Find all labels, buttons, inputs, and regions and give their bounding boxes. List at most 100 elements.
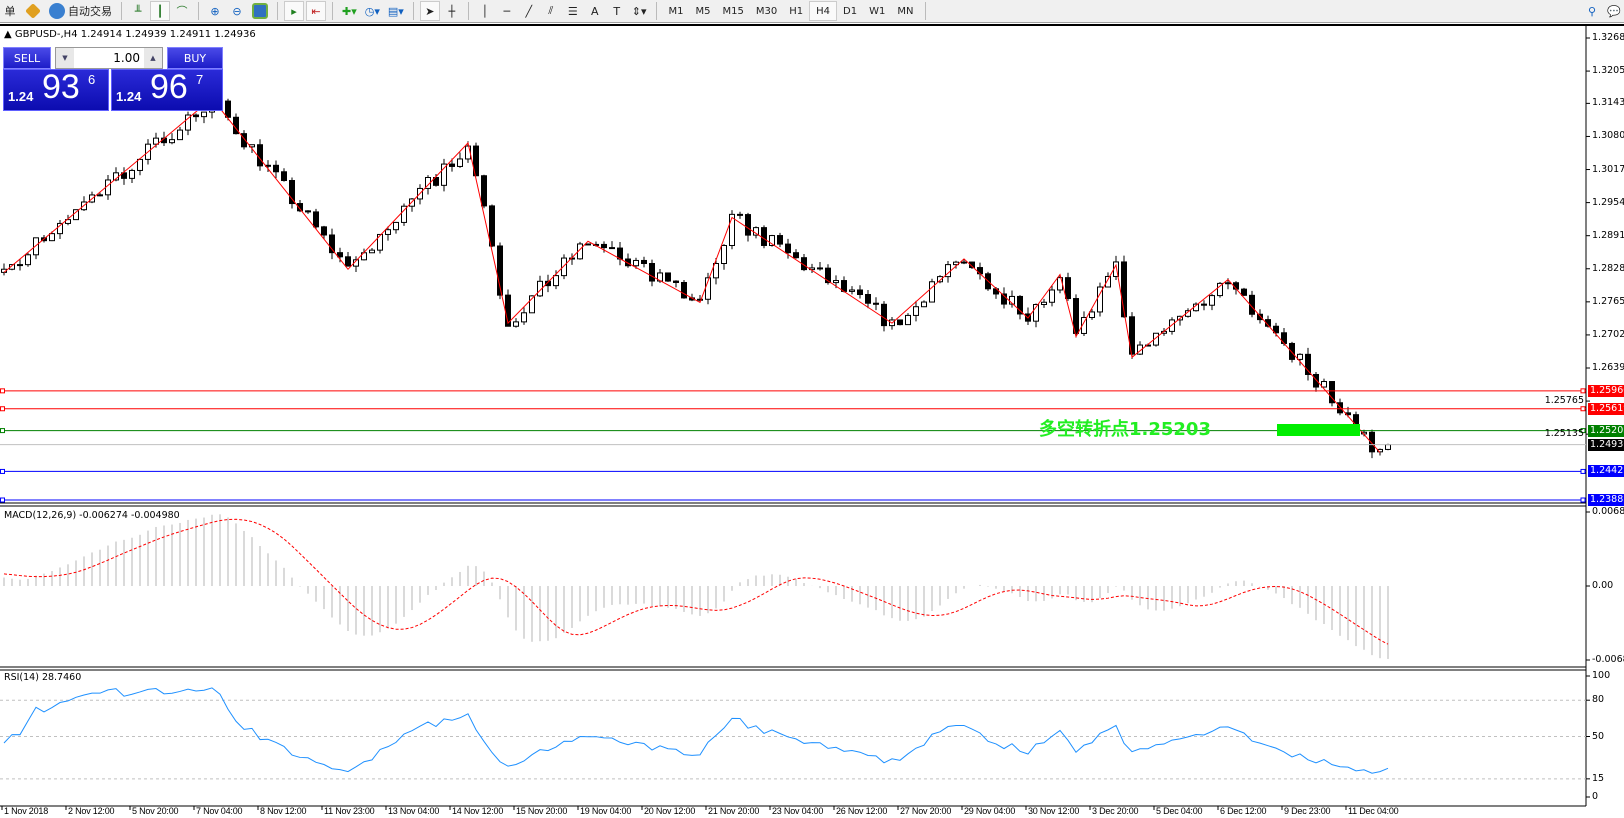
separator bbox=[121, 2, 122, 20]
candle-bear bbox=[1129, 316, 1135, 355]
candle-bull bbox=[921, 301, 927, 308]
candle-bear bbox=[1313, 373, 1319, 388]
zigzag-line bbox=[3, 97, 1381, 453]
candle-bull bbox=[177, 129, 183, 141]
timeframe-mn[interactable]: MN bbox=[897, 5, 914, 17]
level-price-tag: 1.24936 bbox=[1588, 438, 1624, 451]
candle-bear bbox=[673, 280, 679, 283]
date-axis-label: 8 Nov 12:00 bbox=[260, 806, 307, 816]
macd-axis-label: 0.00684 bbox=[1592, 506, 1624, 517]
candle-bull bbox=[961, 261, 967, 264]
arrows-icon[interactable]: ⇕▾ bbox=[631, 4, 647, 18]
buy-label: BUY bbox=[183, 51, 207, 65]
candle-bear bbox=[225, 100, 231, 118]
autoscroll-icon[interactable]: ⇤ bbox=[306, 1, 326, 21]
candle-bear bbox=[857, 289, 863, 295]
buy-price-fraction: 7 bbox=[196, 72, 204, 87]
sell-label: SELL bbox=[13, 51, 41, 65]
new-indicator-icon[interactable]: ✚▾ bbox=[342, 4, 357, 18]
zoom-in-icon[interactable]: ⊕ bbox=[210, 4, 220, 18]
zoom-out-icon[interactable]: ⊖ bbox=[232, 4, 242, 18]
candle-bull bbox=[377, 233, 383, 251]
level-right-handle bbox=[1580, 428, 1586, 434]
autotrade-label: 自动交易 bbox=[68, 5, 112, 18]
candle-bull bbox=[25, 254, 31, 266]
fibo-expansion-icon[interactable]: ⫽ bbox=[548, 4, 554, 17]
candle-bull bbox=[153, 137, 159, 145]
lot-size-input[interactable]: 1.00 bbox=[113, 51, 140, 65]
date-axis-label: 3 Dec 20:00 bbox=[1092, 806, 1139, 816]
search-icon[interactable]: ⚲ bbox=[1587, 4, 1597, 18]
candle-bull bbox=[553, 275, 559, 287]
candle-bear bbox=[1145, 344, 1151, 347]
vertical-line-icon[interactable]: │ bbox=[481, 4, 489, 18]
date-axis-label: 6 Dec 12:00 bbox=[1220, 806, 1267, 816]
trendline-icon[interactable]: ╱ bbox=[525, 4, 533, 18]
timeframe-m15[interactable]: M15 bbox=[722, 5, 744, 17]
templates-icon[interactable]: ▤▾ bbox=[387, 4, 404, 18]
candle-bull bbox=[1097, 286, 1103, 313]
level-left-handle bbox=[0, 468, 5, 474]
candle-bull bbox=[1217, 282, 1223, 297]
candle-bear bbox=[865, 293, 871, 304]
candle-bear bbox=[1273, 325, 1279, 334]
date-axis-label: 29 Nov 04:00 bbox=[964, 806, 1016, 816]
candle-bear bbox=[969, 261, 975, 269]
autotrade-button[interactable]: 自动交易 bbox=[46, 1, 115, 21]
periods-clock-icon[interactable]: ◷▾ bbox=[364, 4, 380, 18]
timeframe-m5[interactable]: M5 bbox=[695, 5, 711, 17]
candle-bear bbox=[289, 180, 295, 205]
turning-point-zone bbox=[1277, 424, 1360, 436]
candle-bull bbox=[1081, 317, 1087, 334]
sell-button[interactable]: SELL bbox=[3, 47, 51, 69]
candle-bull bbox=[201, 111, 207, 118]
collapse-arrow-icon[interactable]: ▲ bbox=[4, 29, 15, 40]
horizontal-line-icon[interactable]: ─ bbox=[503, 4, 511, 18]
cursor-icon[interactable]: ➤ bbox=[419, 1, 440, 21]
separator bbox=[467, 2, 469, 20]
candle-bull bbox=[169, 139, 175, 144]
text-icon[interactable]: A bbox=[591, 4, 599, 18]
buy-button[interactable]: BUY bbox=[167, 47, 223, 69]
candle-bear bbox=[481, 175, 487, 207]
candle-bear bbox=[897, 319, 903, 326]
lot-increase-button[interactable]: ▲ bbox=[144, 48, 162, 68]
timeframe-w1[interactable]: W1 bbox=[869, 5, 886, 17]
line-chart-icon[interactable]: ⌒ bbox=[176, 5, 188, 18]
buy-price-button[interactable]: 1.24 96 7 bbox=[111, 69, 223, 111]
candle-bear bbox=[601, 243, 607, 249]
candle-bull bbox=[129, 169, 135, 179]
candlestick-icon[interactable]: ┃ bbox=[150, 1, 170, 21]
rsi-label: RSI(14) 28.7460 bbox=[4, 672, 82, 683]
timeframe-m1[interactable]: M1 bbox=[668, 5, 684, 17]
candle-bull bbox=[561, 257, 567, 277]
turning-point-annotation[interactable]: 多空转折点1.25203 bbox=[1039, 419, 1211, 440]
chat-icon[interactable]: 💬 bbox=[1607, 4, 1621, 18]
lot-decrease-button[interactable]: ▼ bbox=[56, 48, 74, 68]
timeframe-h1[interactable]: H1 bbox=[789, 5, 804, 17]
price-axis-label: 1.32050 bbox=[1592, 65, 1624, 77]
level-left-handle bbox=[0, 497, 5, 503]
candle-bull bbox=[1385, 444, 1391, 450]
chart-shift-icon[interactable]: ▸ bbox=[284, 1, 304, 21]
timeframe-m30[interactable]: M30 bbox=[755, 5, 778, 17]
crosshair-icon[interactable]: ┼ bbox=[448, 4, 456, 18]
sell-price-button[interactable]: 1.24 93 6 bbox=[3, 69, 109, 111]
timeframe-h4[interactable]: H4 bbox=[809, 1, 838, 21]
candle-bull bbox=[393, 221, 399, 231]
macd-axis-label: -0.0068 bbox=[1592, 654, 1624, 665]
rsi-axis-label: 0 bbox=[1592, 791, 1599, 802]
candle-bear bbox=[1289, 342, 1295, 360]
bar-chart-icon[interactable]: ╨ bbox=[134, 4, 142, 18]
candle-bear bbox=[489, 205, 495, 247]
fibo-retracement-icon[interactable]: ☰ bbox=[567, 4, 578, 18]
candle-bull bbox=[929, 281, 935, 303]
candle-bear bbox=[241, 133, 247, 148]
candle-bear bbox=[329, 234, 335, 254]
timeframe-d1[interactable]: D1 bbox=[843, 5, 858, 17]
tile-windows-icon[interactable] bbox=[249, 1, 271, 21]
text-label-icon[interactable]: T bbox=[613, 4, 621, 18]
candle-bull bbox=[713, 263, 719, 279]
level-price-tag: 1.25619 bbox=[1588, 402, 1624, 415]
